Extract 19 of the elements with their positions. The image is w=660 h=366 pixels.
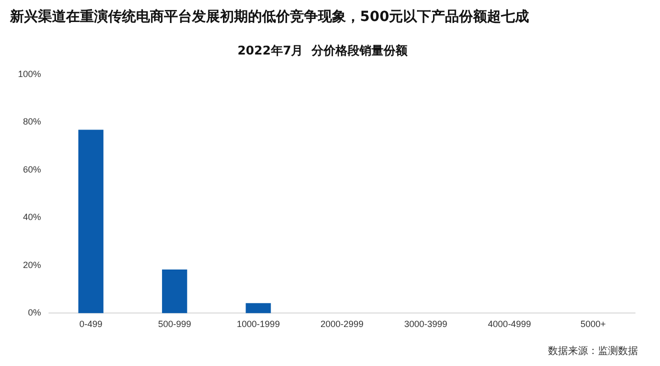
chart-subtitle: 2022年7月 分价格段销量份额 (237, 43, 409, 58)
source-note: 数据来源：监测数据 (548, 344, 638, 358)
x-tick-label: 500-999 (158, 319, 192, 330)
y-tick-label: 40% (23, 212, 42, 222)
x-tick-label: 1000-1999 (236, 319, 280, 330)
y-tick-label: 60% (23, 164, 42, 174)
bar (162, 270, 188, 314)
x-tick-label: 2000-2999 (320, 319, 364, 330)
y-tick-label: 100% (18, 68, 42, 79)
x-tick-label: 4000-4999 (488, 319, 531, 330)
x-tick-label: 3000-3999 (404, 319, 448, 330)
bar (78, 130, 104, 314)
y-tick-label: 0% (28, 308, 42, 318)
chart-title: 新兴渠道在重演传统电商平台发展初期的低价竞争现象，500元以下产品份额超七成 (10, 8, 530, 26)
y-tick-label: 20% (23, 260, 42, 270)
x-tick-label: 0-499 (79, 319, 102, 330)
bar (246, 303, 271, 314)
y-tick-label: 80% (23, 116, 42, 127)
x-tick-label: 5000+ (580, 319, 606, 330)
